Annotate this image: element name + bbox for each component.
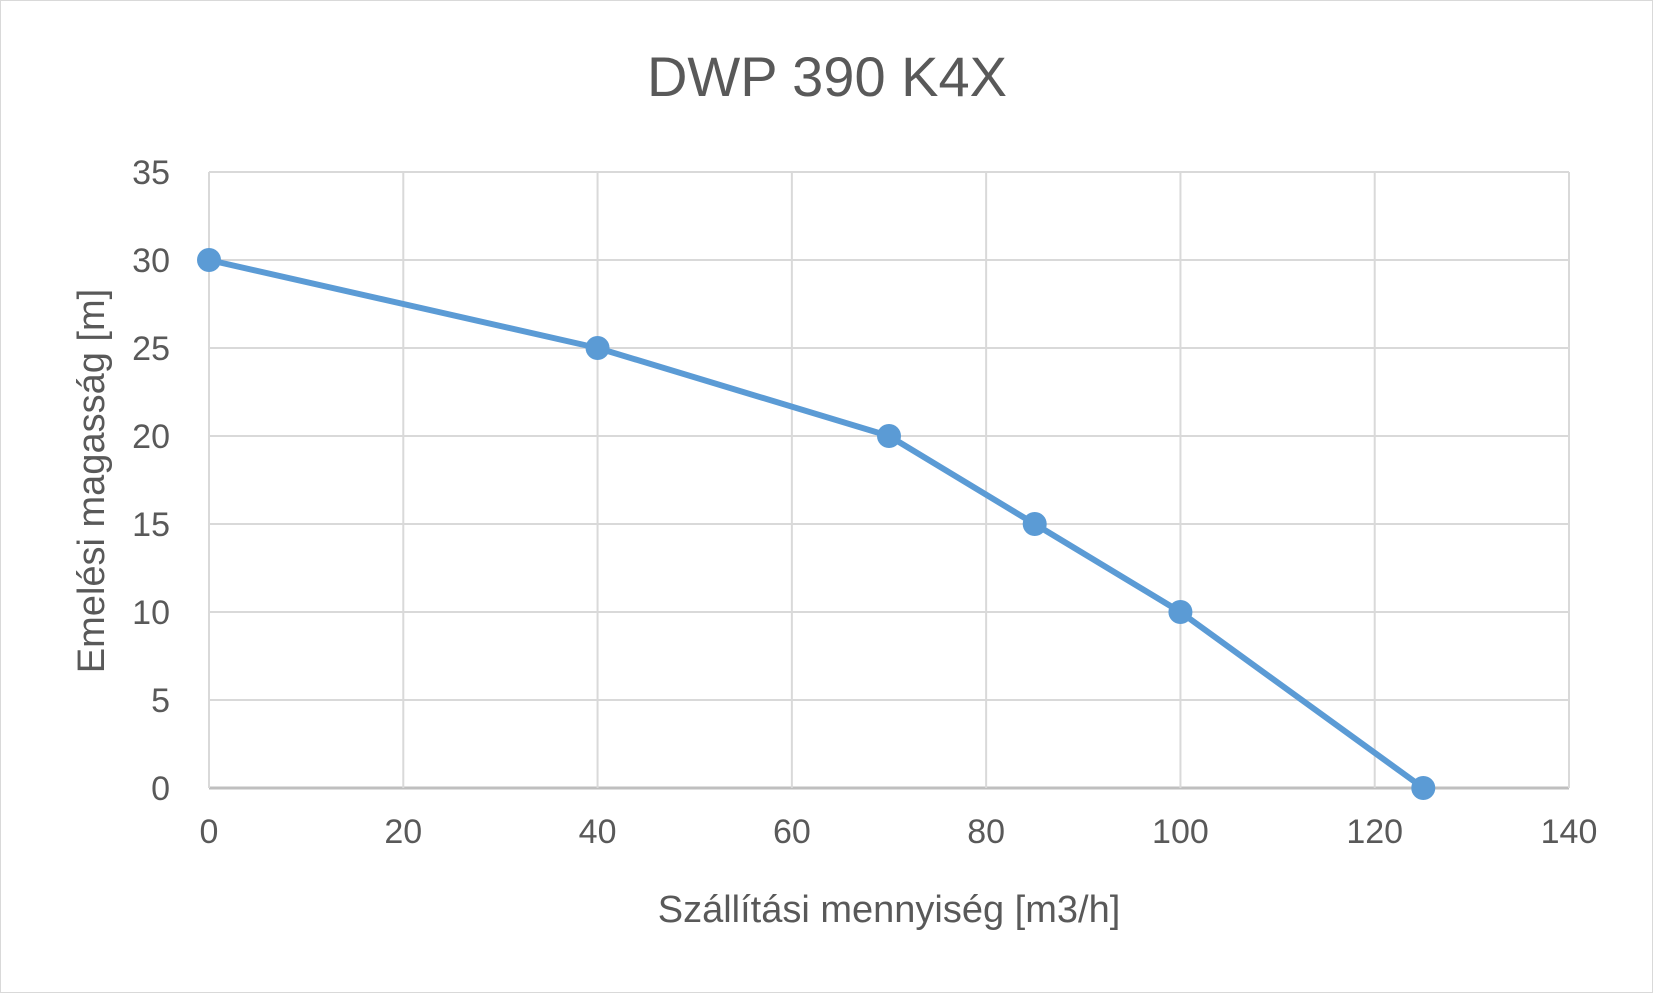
y-tick-label: 35 xyxy=(132,154,170,192)
grid-layer xyxy=(208,171,1570,790)
y-tick-label: 5 xyxy=(151,682,170,720)
y-tick-label: 0 xyxy=(151,770,170,808)
series-line xyxy=(206,257,1427,791)
y-tick-label: 20 xyxy=(132,418,170,456)
y-tick-label: 30 xyxy=(132,242,170,280)
data-point-marker xyxy=(877,424,901,448)
x-tick-label: 120 xyxy=(1346,813,1403,851)
y-tick-label: 25 xyxy=(132,330,170,368)
data-point-marker xyxy=(1022,512,1047,536)
data-point-marker xyxy=(1168,600,1193,624)
chart-title: DWP 390 K4X xyxy=(647,45,1007,108)
y-tick-label: 10 xyxy=(132,594,170,632)
x-tick-label: 40 xyxy=(579,813,617,851)
x-tick-label: 0 xyxy=(200,813,219,851)
x-tick-label: 60 xyxy=(773,813,811,851)
x-axis-label: Szállítási mennyiség [m3/h] xyxy=(658,889,1121,931)
y-tick-label: 15 xyxy=(132,506,170,544)
data-point-marker xyxy=(585,336,610,360)
x-tick-label: 80 xyxy=(967,813,1005,851)
y-axis-label: Emelési magasság [m] xyxy=(71,289,113,673)
data-point-marker xyxy=(1411,776,1436,800)
x-tick-label: 100 xyxy=(1152,813,1209,851)
x-tick-label: 20 xyxy=(384,813,422,851)
data-point-marker xyxy=(197,248,221,272)
series-layer xyxy=(197,248,1436,800)
x-tick-label: 140 xyxy=(1541,813,1598,851)
tick-labels: 0 5 10 15 20 25 30 35 0 20 40 60 80 100 120 140 xyxy=(132,154,1597,851)
